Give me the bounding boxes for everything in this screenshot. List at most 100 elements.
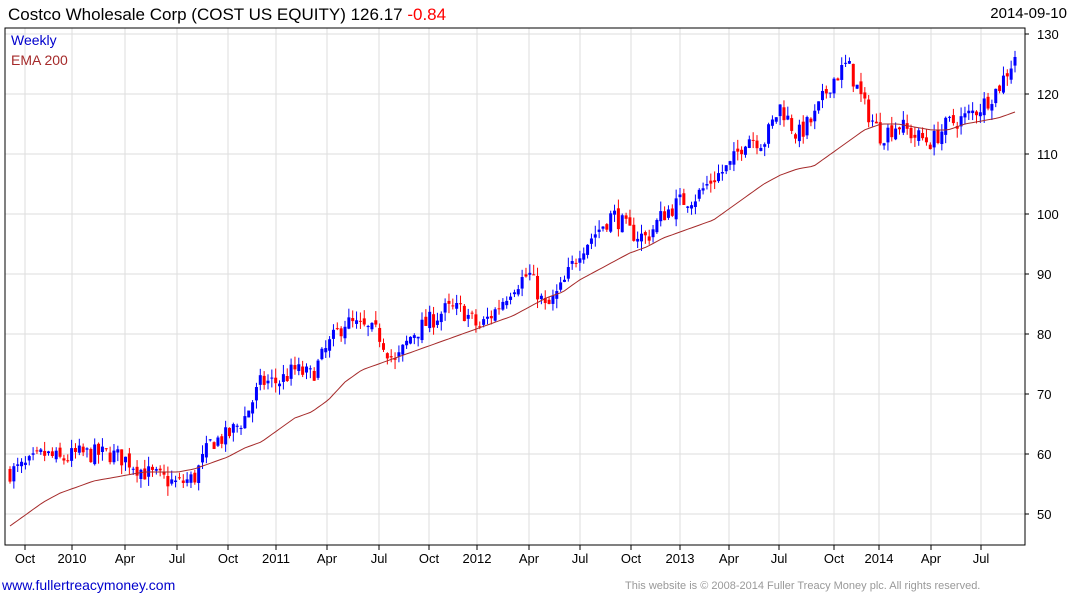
candle-body [859,81,863,95]
candle-body [177,477,181,479]
candle-body [316,360,320,378]
candle-body [932,130,936,148]
chart-title: Costco Wholesale Corp (COST US EQUITY) 1… [8,5,446,25]
candle-body [158,468,162,471]
candle-body [632,224,636,241]
y-tick-label: 60 [1037,447,1051,462]
candle-body [940,131,944,145]
candle-body [201,454,205,463]
candle-body [709,180,713,184]
y-tick-label: 50 [1037,507,1051,522]
candle-body [786,115,790,120]
candle-body [809,118,813,123]
y-tick-label: 70 [1037,387,1051,402]
candle-body [351,318,355,322]
candle-body [897,127,901,130]
candle-body [736,148,740,152]
candle-body [281,374,285,382]
candle-body [532,274,536,276]
candle-body [289,364,293,379]
candle-body [435,320,439,325]
candle-body [851,63,855,87]
candle-body [924,137,928,143]
candle-body [66,460,70,462]
candle-body [909,127,913,139]
candle-body [432,314,436,328]
candle-body [790,118,794,131]
candle-body [720,172,724,174]
x-tick-label: Jul [771,551,788,566]
candle-body [204,443,208,458]
candle-body [474,314,478,326]
candle-body [663,211,667,221]
candle-body [447,300,451,304]
x-tick-label: Apr [115,551,136,566]
y-tick-label: 130 [1037,27,1059,42]
candle-body [967,110,971,114]
candle-body [43,450,47,456]
candle-body [917,130,921,141]
candle-body [990,104,994,111]
x-tick-label: Oct [419,551,440,566]
candle-body [613,210,617,215]
candle-body [701,188,705,191]
candle-body [478,326,482,328]
candle-body [974,111,978,116]
candle-body [470,312,474,314]
candle-body [189,474,193,483]
candle-body [682,193,686,205]
candle-body [93,444,97,465]
candle-body [890,125,894,138]
candle-body [562,279,566,282]
candle-body [393,358,397,360]
candle-body [878,122,882,144]
candle-body [112,450,116,463]
candle-body [605,224,609,230]
candle-body [362,318,366,325]
candle-body [559,282,563,290]
candle-body [320,348,324,360]
candle-body [921,132,925,139]
website-link[interactable]: www.fullertreacymoney.com [2,577,176,593]
candle-body [343,326,347,339]
candle-body [732,151,736,165]
price-change: -0.84 [407,5,447,24]
candle-body [489,315,493,319]
legend-weekly: Weekly [11,32,57,48]
candle-body [139,469,143,479]
candle-body [378,327,382,342]
candle-body [70,448,74,461]
candle-body [235,425,239,427]
candle-body [978,112,982,117]
candle-body [405,340,409,346]
candle-body [928,144,932,150]
candle-body [894,128,898,140]
candle-body [963,113,967,118]
candle-body [505,300,509,306]
x-tick-label: Apr [921,551,942,566]
x-tick-label: Apr [719,551,740,566]
candle-body [643,232,647,236]
candle-body [844,62,848,64]
candle-body [543,298,547,304]
x-tick-label: 2014 [865,551,894,566]
candle-body [324,348,328,353]
candle-body [301,366,305,375]
candle-body [208,439,212,441]
candle-body [54,450,58,460]
candle-body [913,134,917,138]
chart-date: 2014-09-10 [990,5,1067,22]
candle-body [62,458,66,461]
candle-body [832,78,836,94]
candle-body [755,140,759,149]
candle-body [135,466,139,476]
copyright-text: This website is © 2008-2014 Fuller Treac… [625,580,981,592]
candle-body [243,416,247,429]
candle-body [743,146,747,155]
candle-body [516,289,520,295]
candle-body [85,448,89,450]
candle-body [620,215,624,233]
x-tick-label: Oct [621,551,642,566]
plot-frame [4,27,1026,546]
